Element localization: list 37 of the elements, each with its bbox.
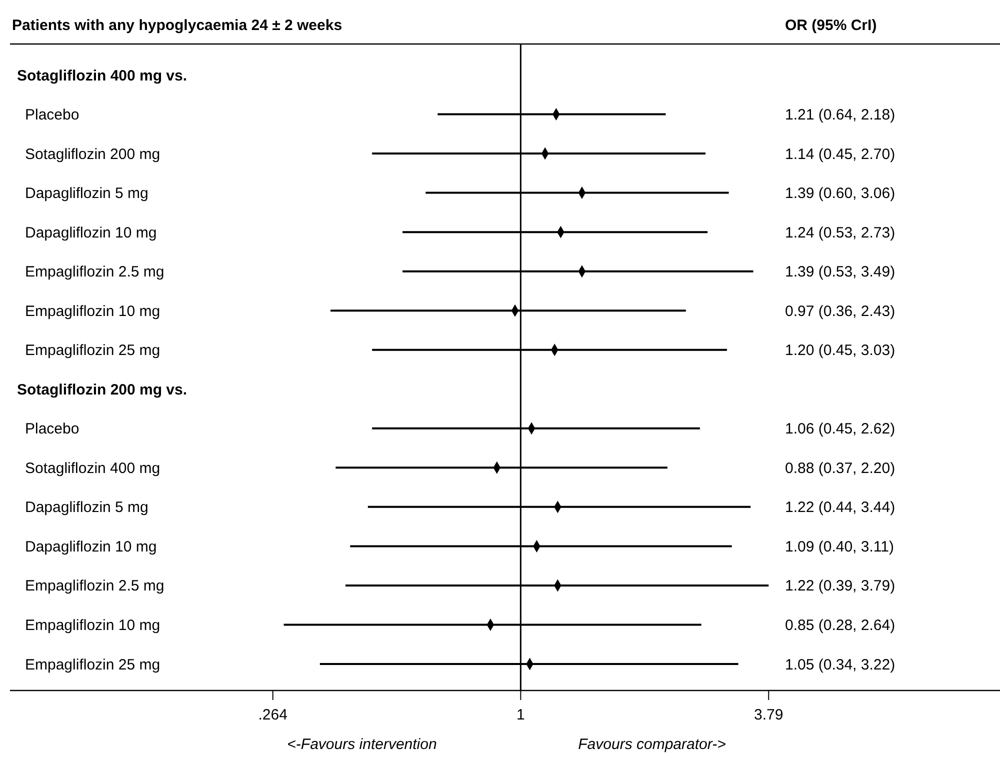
y-tick-label: Empagliflozin 25 mg [25,656,160,674]
x-tick-label: 1 [516,706,525,724]
x-tick-label: 3.79 [754,706,784,724]
text: OR (95% CrI) [785,17,877,34]
annotation: 1.20 (0.45, 3.03) [785,342,896,360]
annotation: 1.14 (0.45, 2.70) [785,146,896,163]
chart-title: Patients with any hypoglycaemia 24 ± 2 weeks [12,17,342,34]
annotation: 1.09 (0.40, 3.11) [785,538,894,556]
annotation: 1.22 (0.39, 3.79) [785,578,896,595]
annotation: 1.06 (0.45, 2.62) [785,420,896,438]
annotation: 1.39 (0.60, 3.06) [785,185,896,202]
y-tick-label: Sotagliflozin 200 mg vs. [17,381,188,398]
x-tick-label: .264 [258,706,288,724]
y-tick-label: Dapagliflozin 5 mg [25,185,148,202]
annotation: 1.24 (0.53, 2.73) [785,224,896,242]
annotation: 1.22 (0.44, 3.44) [785,499,896,516]
y-tick-label: Empagliflozin 2.5 mg [25,264,164,281]
annotation: 0.88 (0.37, 2.20) [785,460,896,477]
y-tick-label: Empagliflozin 2.5 mg [25,578,164,595]
y-tick-label: Sotagliflozin 400 mg [25,460,160,477]
text: Favours comparator-> [578,736,726,753]
text: <-Favours intervention [287,736,437,753]
y-tick-label: Empagliflozin 10 mg [25,302,160,320]
annotation: 1.39 (0.53, 3.49) [785,264,896,281]
y-tick-label: Empagliflozin 10 mg [25,616,160,634]
y-tick-label: Sotagliflozin 400 mg vs. [17,67,188,84]
y-tick-label: Sotagliflozin 200 mg [25,146,160,163]
annotation: 0.85 (0.28, 2.64) [785,616,896,634]
y-tick-label: Empagliflozin 25 mg [25,342,160,360]
annotation: 1.21 (0.64, 2.18) [785,106,896,124]
y-tick-label: Placebo [25,106,80,124]
y-tick-label: Dapagliflozin 10 mg [25,224,157,242]
annotation: 1.05 (0.34, 3.22) [785,656,896,674]
y-tick-label: Placebo [25,420,80,438]
y-tick-label: Dapagliflozin 5 mg [25,499,148,516]
y-tick-label: Dapagliflozin 10 mg [25,538,157,556]
annotation: 0.97 (0.36, 2.43) [785,302,896,320]
